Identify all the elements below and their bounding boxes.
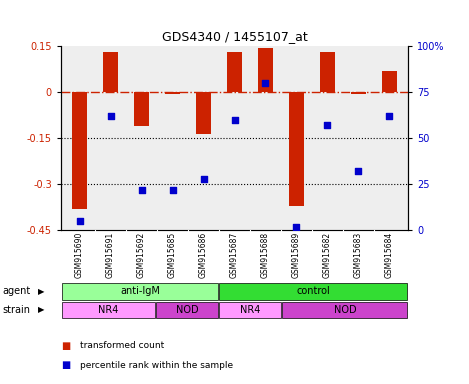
Bar — [289, 92, 304, 206]
Point — [107, 113, 114, 119]
Text: anti-IgM: anti-IgM — [120, 286, 160, 296]
Bar — [219, 301, 281, 318]
Bar — [165, 92, 180, 94]
Bar — [258, 48, 273, 92]
Text: NOD: NOD — [333, 305, 356, 315]
Bar — [282, 301, 408, 318]
Text: percentile rank within the sample: percentile rank within the sample — [80, 361, 233, 370]
Bar — [134, 92, 149, 126]
Text: ■: ■ — [61, 341, 70, 351]
Text: GSM915685: GSM915685 — [168, 232, 177, 278]
Point — [324, 122, 331, 128]
Text: GSM915688: GSM915688 — [261, 232, 270, 278]
Text: GSM915686: GSM915686 — [199, 232, 208, 278]
Point — [355, 168, 362, 174]
Text: NR4: NR4 — [240, 305, 260, 315]
Bar — [103, 52, 118, 92]
Point — [262, 80, 269, 86]
Point — [169, 187, 176, 193]
Bar — [227, 52, 242, 92]
Text: NOD: NOD — [176, 305, 198, 315]
Bar — [382, 71, 397, 92]
Bar — [320, 52, 335, 92]
Text: GSM915683: GSM915683 — [354, 232, 363, 278]
Bar — [61, 283, 218, 300]
Title: GDS4340 / 1455107_at: GDS4340 / 1455107_at — [162, 30, 307, 43]
Point — [386, 113, 393, 119]
Text: strain: strain — [2, 305, 30, 315]
Point — [138, 187, 145, 193]
Text: NR4: NR4 — [98, 305, 119, 315]
Text: ■: ■ — [61, 360, 70, 370]
Text: GSM915684: GSM915684 — [385, 232, 394, 278]
Point — [200, 176, 207, 182]
Text: GSM915682: GSM915682 — [323, 232, 332, 278]
Text: GSM915692: GSM915692 — [137, 232, 146, 278]
Bar — [196, 92, 211, 134]
Bar — [72, 92, 87, 209]
Text: agent: agent — [2, 286, 30, 296]
Text: ▶: ▶ — [38, 305, 44, 314]
Point — [76, 218, 83, 224]
Bar — [219, 283, 408, 300]
Bar — [351, 92, 366, 94]
Text: control: control — [296, 286, 330, 296]
Text: GSM915689: GSM915689 — [292, 232, 301, 278]
Bar — [156, 301, 218, 318]
Point — [231, 117, 238, 123]
Text: GSM915687: GSM915687 — [230, 232, 239, 278]
Text: GSM915690: GSM915690 — [75, 232, 84, 278]
Text: transformed count: transformed count — [80, 341, 164, 351]
Bar — [61, 301, 155, 318]
Point — [293, 223, 300, 230]
Text: GSM915691: GSM915691 — [106, 232, 115, 278]
Text: ▶: ▶ — [38, 287, 44, 296]
